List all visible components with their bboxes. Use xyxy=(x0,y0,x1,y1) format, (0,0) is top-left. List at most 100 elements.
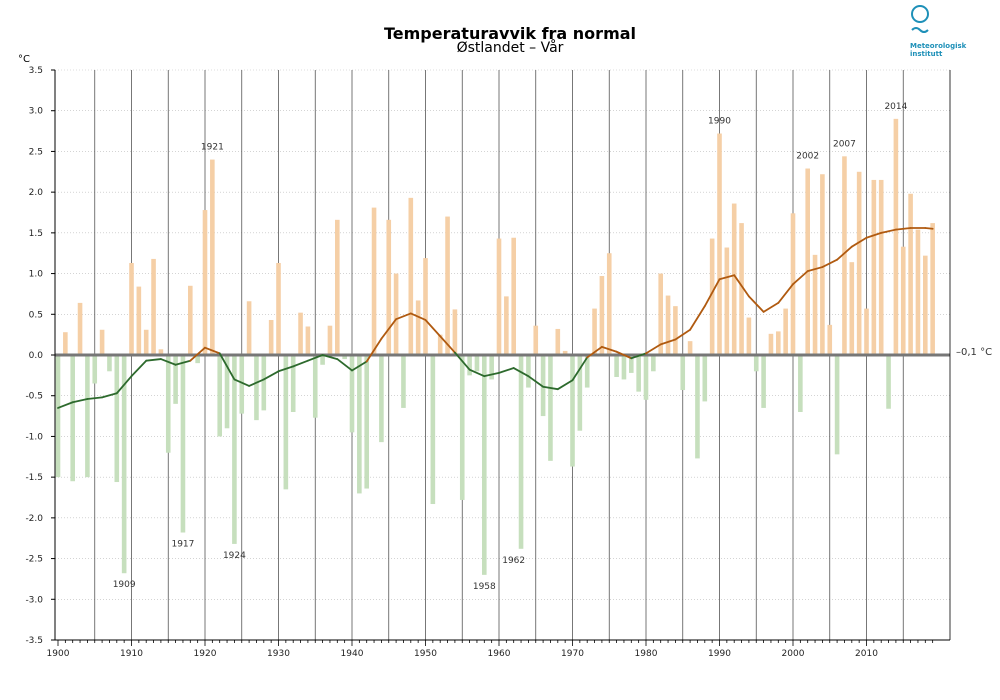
bar xyxy=(871,179,877,355)
bar xyxy=(798,355,803,412)
smoothed-segment xyxy=(762,301,780,313)
met-logo-icon xyxy=(911,5,929,33)
bar xyxy=(526,355,531,388)
annotation-label: 2007 xyxy=(833,139,856,149)
smoothed-segment xyxy=(865,231,883,239)
smoothed-segment xyxy=(792,270,809,286)
bar xyxy=(489,355,494,380)
bar xyxy=(298,312,303,355)
bar xyxy=(268,319,274,355)
bar xyxy=(202,210,208,355)
bar xyxy=(136,286,142,355)
bar xyxy=(923,255,928,355)
smoothed-segment xyxy=(351,360,368,372)
smoothed-segment xyxy=(321,354,339,360)
bar xyxy=(518,355,524,549)
bar xyxy=(180,355,186,533)
bar xyxy=(85,355,90,478)
smoothed-segment xyxy=(145,358,162,362)
bar xyxy=(753,355,759,372)
smoothed-segment xyxy=(71,398,89,404)
smoothed-segment xyxy=(777,283,794,304)
smoothed-segment xyxy=(336,358,353,372)
bar xyxy=(357,355,362,494)
reference-dash: – xyxy=(956,347,961,358)
bar xyxy=(232,355,237,544)
bar xyxy=(680,355,686,391)
bar xyxy=(452,309,458,355)
bar xyxy=(415,300,421,355)
bar xyxy=(188,285,193,355)
bar xyxy=(629,355,634,373)
bar xyxy=(143,329,149,355)
x-tick-label: 1980 xyxy=(635,649,658,659)
annotation-label: 1962 xyxy=(502,556,525,566)
bar xyxy=(842,156,847,355)
x-tick-label: 1920 xyxy=(194,649,217,659)
bar xyxy=(673,306,678,355)
bar xyxy=(129,262,134,355)
bar xyxy=(878,179,884,355)
y-tick-label: 2.0 xyxy=(29,188,44,198)
smoothed-segment xyxy=(880,228,897,234)
annotation-label: 1958 xyxy=(473,582,496,592)
bar xyxy=(827,324,833,355)
bar xyxy=(335,219,340,355)
annotation-label: 1924 xyxy=(223,551,246,561)
bar xyxy=(386,219,392,355)
bar xyxy=(702,355,708,402)
smoothed-segment xyxy=(718,274,736,281)
bar xyxy=(474,355,480,372)
bar xyxy=(577,355,583,431)
smoothed-segment xyxy=(542,385,559,391)
y-tick-label: 3.0 xyxy=(29,107,44,117)
bar xyxy=(555,328,561,355)
smoothed-segment xyxy=(248,378,265,387)
smoothed-segment xyxy=(424,319,442,338)
y-tick-label: 2.5 xyxy=(29,147,43,157)
smoothed-segment xyxy=(895,227,912,231)
annotation-label: 2002 xyxy=(796,152,819,162)
bar xyxy=(768,333,774,355)
bar xyxy=(349,355,355,433)
bar xyxy=(320,355,325,365)
smoothed-segment xyxy=(645,343,662,355)
smoothed-segment xyxy=(556,379,574,391)
bar xyxy=(467,355,472,376)
smoothed-segment xyxy=(306,354,324,362)
bar xyxy=(445,216,450,355)
smoothed-segment xyxy=(57,401,74,409)
bar xyxy=(864,308,869,355)
smoothed-segment xyxy=(836,245,853,261)
bar xyxy=(290,355,296,412)
smoothed-segment xyxy=(586,345,603,359)
y-tick-label: 0.0 xyxy=(29,351,44,361)
bar xyxy=(107,355,112,372)
smoothed-segment xyxy=(233,378,251,387)
x-tick-label: 1900 xyxy=(47,649,70,659)
bar xyxy=(504,296,509,355)
bar xyxy=(709,238,715,355)
smoothed-segment xyxy=(601,345,618,353)
bar xyxy=(70,355,75,482)
bar xyxy=(77,302,83,355)
bar xyxy=(55,355,61,478)
x-tick-label: 1930 xyxy=(267,649,290,659)
x-tick-label: 2000 xyxy=(782,649,805,659)
bar xyxy=(195,355,200,364)
bar xyxy=(371,207,377,355)
smoothed-segment xyxy=(101,392,118,399)
logo-text-line1: Meteorologisk xyxy=(910,42,967,50)
bar xyxy=(886,355,891,409)
y-tick-label: -3.0 xyxy=(25,595,43,605)
bar xyxy=(533,325,539,355)
x-tick-label: 1970 xyxy=(561,649,584,659)
smoothed-segment xyxy=(630,352,647,360)
bar xyxy=(592,308,597,355)
axes xyxy=(51,69,951,646)
smoothed-segment xyxy=(468,368,486,378)
bar xyxy=(423,258,428,355)
y-tick-label: -2.0 xyxy=(25,514,43,524)
smoothed-segment xyxy=(439,335,456,354)
